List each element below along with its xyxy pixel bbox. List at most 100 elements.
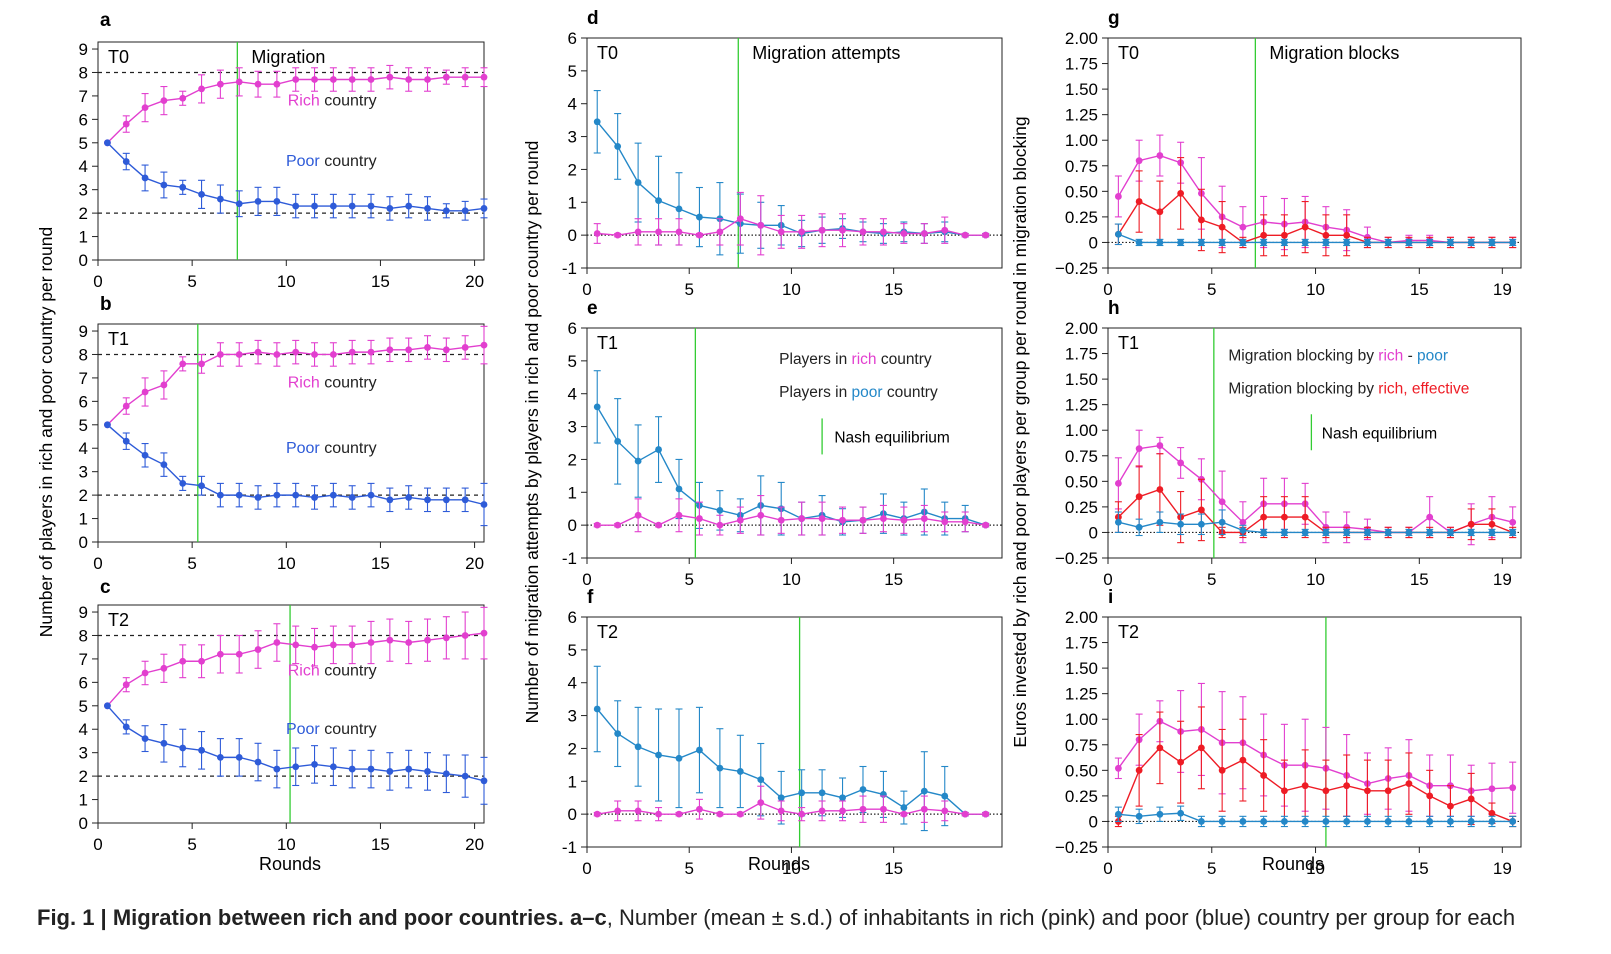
data-point: [254, 646, 262, 653]
data-point: [614, 730, 622, 738]
data-point: [798, 228, 806, 236]
y-tick-label: 4: [79, 720, 88, 739]
data-point: [614, 231, 622, 239]
y-tick-label: 1.00: [1065, 421, 1098, 440]
data-point: [405, 639, 413, 646]
data-point: [696, 805, 703, 813]
data-point: [1281, 787, 1288, 795]
y-tick-label: 3: [79, 744, 88, 763]
data-point: [141, 388, 149, 396]
data-point: [235, 78, 243, 86]
data-point: [1322, 529, 1330, 536]
data-point: [329, 76, 337, 83]
data-point: [716, 506, 724, 514]
data-point: [1488, 529, 1496, 536]
data-point: [1177, 459, 1185, 467]
data-point: [1447, 802, 1454, 810]
y-tick-label: 3: [79, 181, 88, 200]
data-point: [1301, 782, 1309, 790]
y-tick-label: −0.25: [1055, 259, 1098, 278]
y-tick-label: -1: [562, 549, 577, 568]
y-tick-label: 3: [568, 707, 577, 726]
y-tick-label: 0: [1089, 233, 1098, 252]
data-point: [1114, 479, 1122, 487]
x-tick-label: 5: [187, 835, 196, 854]
data-point: [1197, 239, 1205, 246]
data-point: [216, 491, 224, 499]
data-point: [198, 360, 205, 368]
y-tick-label: 4: [79, 157, 88, 176]
series-poor_alt: [1114, 509, 1517, 537]
y-tick-label: 5: [79, 416, 88, 435]
x-tick-label: 19: [1493, 570, 1512, 589]
series-poor_alt: [1114, 805, 1517, 828]
y-tick-label: 0.25: [1065, 208, 1098, 227]
data-point: [1218, 239, 1226, 246]
figure-caption: Fig. 1 | Migration between rich and poor…: [37, 905, 1597, 945]
data-point: [329, 351, 337, 358]
plot-frame: [586, 37, 1003, 269]
data-point: [1239, 518, 1247, 526]
data-point: [367, 348, 375, 356]
y-tick-label: 0: [1089, 523, 1098, 542]
data-point: [1197, 744, 1205, 752]
data-point: [424, 205, 431, 212]
series-rich: [593, 495, 990, 536]
data-point: [1135, 812, 1143, 820]
data-point: [216, 753, 224, 761]
data-point: [1281, 239, 1288, 246]
legend-entry: Migration blocking by rich, effective: [1228, 380, 1469, 397]
data-point: [920, 515, 928, 522]
data-point: [104, 139, 111, 147]
series-label-colored: Rich: [288, 92, 320, 109]
y-tick-label: 2: [568, 450, 577, 469]
y-tick-label: 6: [568, 319, 577, 338]
data-point: [920, 805, 928, 813]
data-point: [122, 158, 130, 165]
y-tick-label: 4: [568, 674, 577, 693]
y-tick-label: 1: [79, 791, 88, 810]
data-point: [1114, 518, 1122, 526]
data-point: [311, 202, 318, 210]
y-tick-label: -1: [562, 259, 577, 278]
data-point: [1509, 239, 1517, 246]
series-label: Poor country: [286, 153, 377, 170]
data-point: [1426, 513, 1434, 521]
series-line: [1118, 812, 1513, 823]
data-point: [122, 681, 130, 689]
x-tick-label: 15: [884, 280, 903, 299]
series-line: [596, 406, 986, 526]
data-point: [160, 739, 168, 747]
data-point: [329, 202, 337, 210]
y-tick-label: 4: [79, 439, 88, 458]
data-point: [818, 789, 826, 797]
data-point: [292, 202, 300, 210]
data-point: [1239, 818, 1247, 825]
y-tick-label: 7: [79, 369, 88, 388]
legend-text: -: [1403, 348, 1417, 365]
y-tick-label: 0: [79, 814, 88, 833]
x-tick-label: 10: [782, 280, 801, 299]
data-point: [1177, 809, 1185, 817]
data-point: [1239, 223, 1247, 231]
data-point: [1301, 529, 1309, 536]
y-tick-label: 6: [79, 392, 88, 411]
data-point: [900, 804, 908, 811]
series-rich: [593, 191, 990, 256]
data-point: [982, 231, 990, 239]
data-point: [216, 351, 224, 358]
y-tick-label: 0.50: [1065, 182, 1098, 201]
data-point: [480, 205, 488, 212]
data-point: [1447, 239, 1454, 246]
legend-colored-text: rich, effective: [1378, 380, 1469, 397]
data-point: [141, 669, 149, 677]
y-tick-label: 2.00: [1065, 29, 1098, 48]
legend-text: Players in: [779, 351, 851, 368]
series-rich: [1114, 429, 1517, 546]
y-tick-label: 5: [79, 697, 88, 716]
legend-entry: Players in rich country: [779, 351, 932, 368]
data-point: [777, 794, 785, 802]
x-tick-label: 10: [1306, 280, 1325, 299]
data-point: [675, 485, 683, 493]
